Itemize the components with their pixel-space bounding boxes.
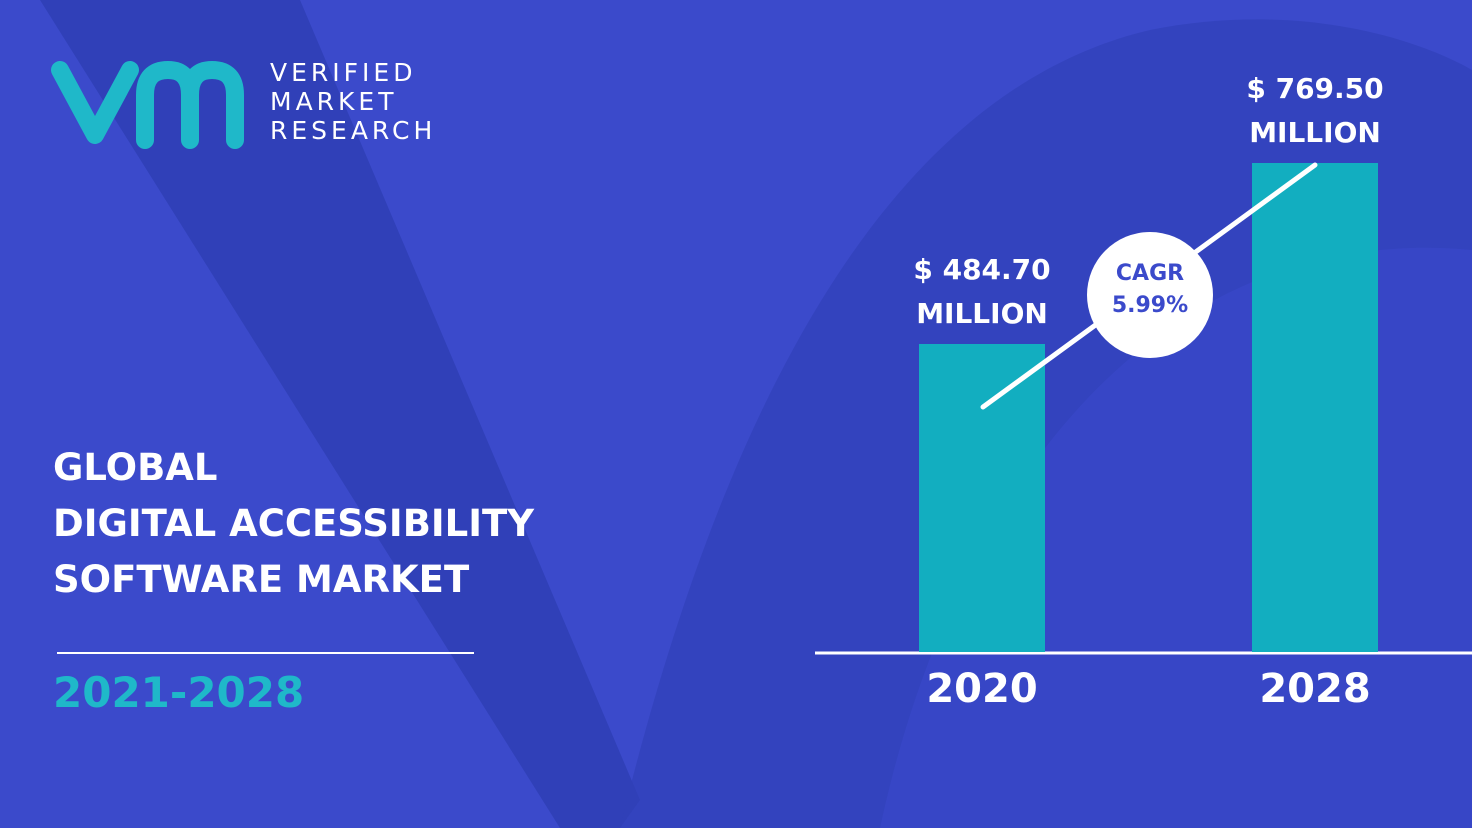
value-label: $ 769.50 MILLION [1246,72,1384,149]
title-line: SOFTWARE MARKET [53,558,470,601]
logo-line: MARKET [270,87,398,116]
title: GLOBAL DIGITAL ACCESSIBILITY SOFTWARE MA… [53,440,534,608]
bar [1252,163,1378,652]
logo-mark [51,61,139,144]
cagr-circle [1087,232,1213,358]
title-line: DIGITAL ACCESSIBILITY [53,502,535,545]
cagr: CAGR 5.99% [1090,258,1210,322]
value-label: $ 484.70 MILLION [913,252,1051,330]
cagr-title: CAGR [1115,261,1185,286]
bar [919,343,1045,652]
v-shape [40,0,640,828]
logo-line: VERIFIED [270,58,417,87]
cagr-value: 5.99% [1111,293,1189,318]
x-tick-label: 2028 [1259,666,1371,712]
x-tick-label: 2020 [926,666,1038,712]
title-line: GLOBAL [53,446,218,489]
period: 2021-2028 [53,668,305,717]
logo-line: RESEARCH [270,116,437,145]
logo-text: VERIFIED MARKET RESEARCH [270,58,436,145]
logo-mark [136,60,244,149]
